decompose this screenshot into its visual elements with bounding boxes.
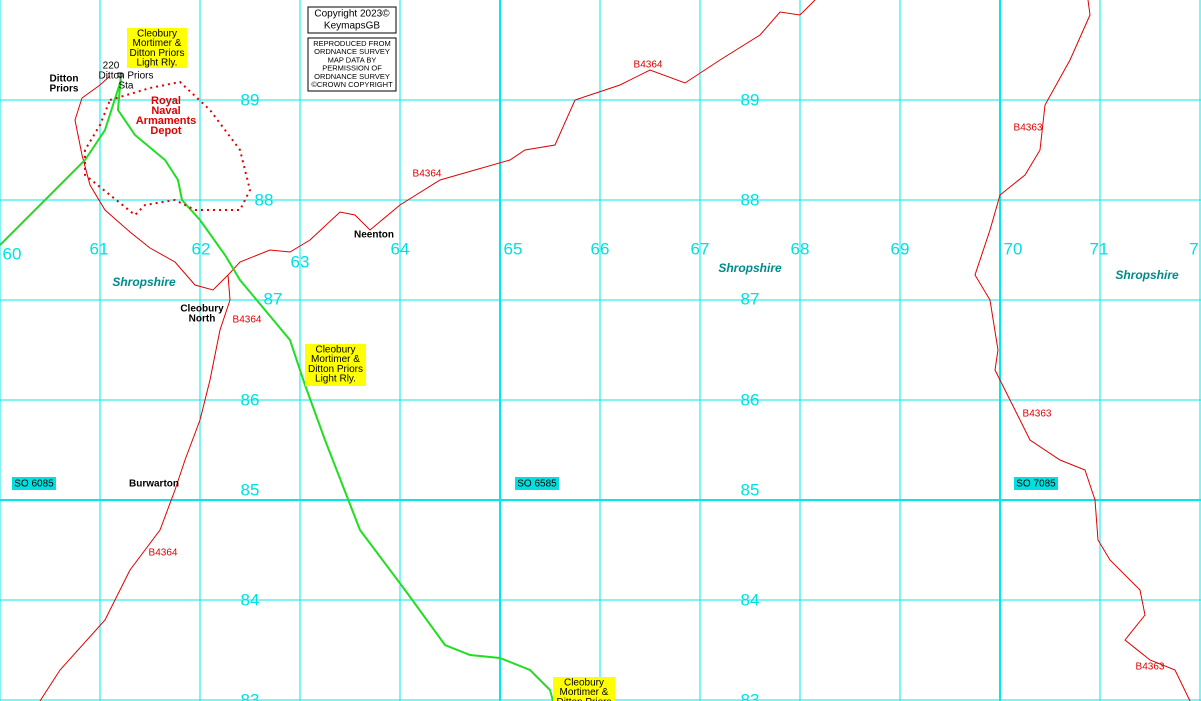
permission-text: MAP DATA BY: [328, 55, 377, 64]
northing-label: 84: [241, 590, 260, 609]
copyright-text: Copyright 2023©: [314, 9, 390, 20]
road-label: B4363: [1136, 662, 1165, 673]
grid-square-box: [515, 477, 559, 490]
northing-label: 86: [741, 390, 760, 409]
railway-label: Mortimer &: [133, 38, 182, 49]
station-marker: [117, 72, 123, 78]
railway-label: Light Rly.: [137, 57, 178, 68]
easting-label: 66: [591, 239, 610, 258]
easting-label: 61: [90, 239, 109, 258]
easting-label: 65: [504, 239, 523, 258]
northing-label: 87: [264, 289, 283, 308]
easting-label: 60: [3, 244, 22, 263]
railway: [116, 74, 554, 701]
easting-label: 62: [192, 239, 211, 258]
permission-text: ORDNANCE SURVEY: [314, 47, 390, 56]
road-label: B4364: [413, 169, 442, 180]
road: [74, 75, 229, 291]
place-label: North: [189, 314, 216, 325]
road: [974, 0, 1191, 701]
grid-square-label: SO 6085: [14, 479, 54, 490]
northing-label: 85: [741, 480, 760, 499]
railway-label: Mortimer &: [311, 354, 360, 365]
easting-label: 70: [1004, 239, 1023, 258]
station-label: Ditton Priors: [98, 71, 153, 82]
easting-label: 63: [291, 252, 310, 271]
depot-label: Armaments: [136, 115, 197, 127]
northing-label: 88: [741, 190, 760, 209]
station-height: 220: [103, 61, 120, 72]
place-label: Burwarton: [129, 479, 179, 490]
road-label: B4364: [149, 548, 178, 559]
northing-label: 89: [741, 90, 760, 109]
northing-label: 83: [241, 690, 260, 701]
road-label: B4364: [634, 60, 663, 71]
road-label: B4363: [1023, 409, 1052, 420]
northing-label: 88: [255, 190, 274, 209]
northing-label: 89: [241, 90, 260, 109]
easting-label: 64: [391, 239, 410, 258]
road-label: B4364: [233, 315, 262, 326]
railway-label-box: [305, 344, 366, 386]
easting-label: 68: [791, 239, 810, 258]
railway-label: Ditton Priors: [556, 697, 611, 701]
permission-text: ORDNANCE SURVEY: [314, 72, 390, 81]
grid-square-box: [1014, 477, 1058, 490]
railway-label: Cleobury: [137, 29, 177, 40]
railway-label-box: [553, 677, 615, 701]
railway-label: Mortimer &: [560, 687, 609, 698]
easting-label: 67: [691, 239, 710, 258]
copyright-text: KeymapsGB: [324, 21, 380, 32]
depot-label: Royal: [151, 95, 181, 107]
railway: [0, 79, 122, 246]
place-label: Neenton: [354, 230, 394, 241]
northing-label: 86: [241, 390, 260, 409]
county-label: Shropshire: [112, 275, 176, 289]
railway-label-box: [127, 28, 187, 68]
grid-square-box: [12, 477, 56, 490]
place-label: Priors: [50, 84, 79, 95]
northing-label: 87: [741, 289, 760, 308]
road: [39, 0, 816, 701]
railway-label: Cleobury: [315, 345, 355, 356]
place-label: Cleobury: [180, 304, 224, 315]
railway-label: Ditton Priors: [129, 48, 184, 59]
station-label: Sta: [118, 81, 133, 92]
copyright-box: [307, 6, 397, 34]
permission-text: PERMISSION OF: [322, 64, 382, 73]
grid-square-label: SO 6585: [517, 479, 557, 490]
railway-label: Light Rly.: [315, 373, 356, 384]
depot-boundary: [84, 80, 252, 217]
depot-label: Naval: [151, 105, 180, 117]
permission-text: REPRODUCED FROM: [313, 39, 391, 48]
place-label: Ditton: [50, 74, 79, 85]
northing-label: 85: [241, 480, 260, 499]
easting-label: 71: [1090, 239, 1109, 258]
easting-label: 7: [1189, 239, 1198, 258]
easting-label: 69: [891, 239, 910, 258]
grid-square-label: SO 7085: [1016, 479, 1056, 490]
county-label: Shropshire: [718, 261, 782, 275]
permission-box: [307, 37, 397, 92]
railway-label: Ditton Priors: [308, 364, 363, 375]
county-label: Shropshire: [1115, 268, 1179, 282]
northing-label: 84: [741, 590, 760, 609]
road-label: B4363: [1014, 123, 1043, 134]
depot-label: Depot: [150, 125, 182, 137]
permission-text: ©CROWN COPYRIGHT: [311, 80, 393, 89]
railway-label: Cleobury: [564, 678, 604, 689]
northing-label: 83: [741, 690, 760, 701]
